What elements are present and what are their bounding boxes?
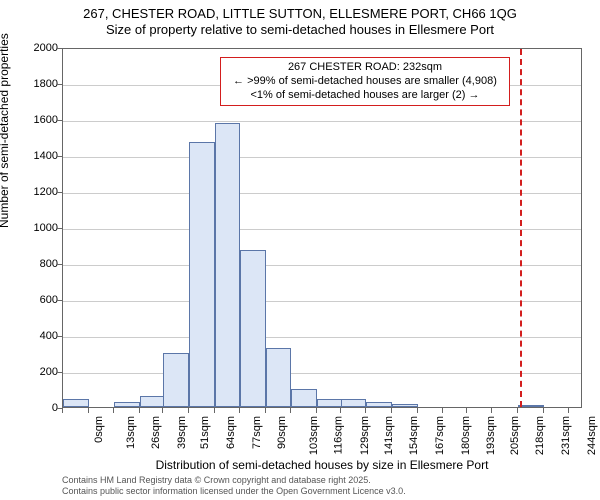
x-tick-mark [139,408,140,413]
x-tick-mark [543,408,544,413]
y-axis-title: Number of semi-detached properties [0,33,11,228]
x-tick-mark [162,408,163,413]
x-tick-mark [442,408,443,413]
x-tick-mark [391,408,392,413]
x-tick-label: 167sqm [434,416,446,455]
attribution-footer: Contains HM Land Registry data © Crown c… [62,475,406,497]
y-tick-mark [57,84,62,85]
gridline [63,157,581,158]
y-tick-mark [57,372,62,373]
y-tick-label: 1800 [8,78,58,90]
x-tick-label: 154sqm [408,416,420,455]
x-tick-mark [316,408,317,413]
histogram-chart: 267, CHESTER ROAD, LITTLE SUTTON, ELLESM… [0,0,600,500]
annotation-line3: <1% of semi-detached houses are larger (… [226,89,504,103]
histogram-bar [240,250,266,407]
x-tick-mark [466,408,467,413]
y-tick-label: 1400 [8,150,58,162]
x-tick-label: 26sqm [150,416,162,449]
x-tick-label: 141sqm [383,416,395,455]
footer-line1: Contains HM Land Registry data © Crown c… [62,475,406,486]
x-tick-mark [214,408,215,413]
x-tick-label: 244sqm [586,416,598,455]
annotation-box: 267 CHESTER ROAD: 232sqm← >99% of semi-d… [220,57,510,106]
histogram-bar [63,399,89,407]
x-tick-mark [568,408,569,413]
gridline [63,193,581,194]
x-tick-label: 218sqm [535,416,547,455]
y-tick-label: 200 [8,366,58,378]
x-tick-mark [517,408,518,413]
plot-area: 267 CHESTER ROAD: 232sqm← >99% of semi-d… [62,48,582,408]
x-tick-label: 231sqm [560,416,572,455]
y-tick-mark [57,48,62,49]
property-marker-line [520,49,522,407]
x-tick-label: 64sqm [225,416,237,449]
gridline [63,121,581,122]
x-tick-mark [365,408,366,413]
y-tick-mark [57,228,62,229]
x-tick-label: 205sqm [509,416,521,455]
footer-line2: Contains public sector information licen… [62,486,406,497]
gridline [63,265,581,266]
histogram-bar [291,389,317,407]
histogram-bar [140,396,166,407]
y-tick-label: 600 [8,294,58,306]
x-tick-mark [188,408,189,413]
y-tick-mark [57,336,62,337]
x-axis-title: Distribution of semi-detached houses by … [62,458,582,472]
y-tick-label: 1000 [8,222,58,234]
y-tick-mark [57,120,62,121]
y-tick-label: 1200 [8,186,58,198]
gridline [63,229,581,230]
x-tick-label: 51sqm [199,416,211,449]
histogram-bar [366,402,392,407]
x-tick-mark [340,408,341,413]
x-tick-mark [239,408,240,413]
histogram-bar [392,404,418,407]
x-tick-label: 103sqm [308,416,320,455]
chart-title-line1: 267, CHESTER ROAD, LITTLE SUTTON, ELLESM… [0,6,600,22]
x-tick-mark [113,408,114,413]
x-tick-mark [491,408,492,413]
x-tick-label: 77sqm [251,416,263,449]
x-tick-label: 180sqm [460,416,472,455]
y-tick-label: 800 [8,258,58,270]
x-tick-mark [88,408,89,413]
y-tick-mark [57,264,62,265]
histogram-bar [341,399,367,407]
gridline [63,373,581,374]
annotation-line1: 267 CHESTER ROAD: 232sqm [226,61,504,75]
x-tick-label: 116sqm [333,416,345,454]
y-tick-mark [57,156,62,157]
histogram-bar [163,353,189,407]
histogram-bar [215,123,241,407]
y-tick-mark [57,192,62,193]
y-tick-label: 2000 [8,42,58,54]
histogram-bar [266,348,292,407]
x-tick-label: 90sqm [276,416,288,449]
y-tick-label: 0 [8,402,58,414]
gridline [63,301,581,302]
x-tick-mark [417,408,418,413]
histogram-bar [317,399,343,407]
x-tick-mark [62,408,63,413]
chart-title-block: 267, CHESTER ROAD, LITTLE SUTTON, ELLESM… [0,6,600,39]
y-tick-label: 400 [8,330,58,342]
x-tick-label: 13sqm [125,416,137,449]
x-tick-mark [290,408,291,413]
x-tick-label: 193sqm [485,416,497,455]
annotation-line2: ← >99% of semi-detached houses are small… [226,75,504,89]
gridline [63,337,581,338]
histogram-bar [189,142,215,407]
x-tick-label: 39sqm [176,416,188,449]
x-tick-label: 0sqm [93,416,105,443]
y-tick-label: 1600 [8,114,58,126]
x-tick-label: 129sqm [359,416,371,455]
chart-title-line2: Size of property relative to semi-detach… [0,22,600,38]
y-tick-mark [57,300,62,301]
x-tick-mark [265,408,266,413]
histogram-bar [114,402,140,407]
